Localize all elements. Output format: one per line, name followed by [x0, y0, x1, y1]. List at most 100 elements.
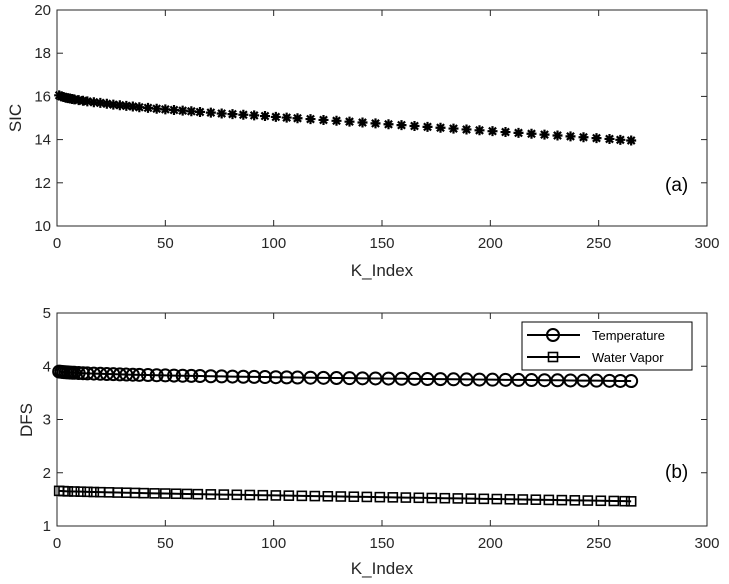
data-point-circle [71, 366, 86, 381]
data-point-asterisk [195, 106, 205, 117]
data-point-circle [498, 372, 513, 387]
y-tick-label: 14 [34, 132, 51, 149]
y-tick-label: 16 [34, 88, 51, 105]
x-tick-label: 250 [586, 535, 611, 552]
data-point-circle [67, 365, 82, 380]
data-point-circle [446, 372, 461, 387]
x-tick-label: 50 [157, 235, 174, 252]
x-axis-label-a: K_Index [351, 261, 414, 280]
data-point-square [387, 492, 399, 503]
data-point-asterisk [526, 128, 537, 139]
data-point-circle [407, 371, 422, 386]
data-point-square [530, 494, 542, 505]
data-point-circle [624, 374, 639, 389]
data-point-asterisk [422, 121, 433, 132]
data-point-square [335, 491, 347, 502]
data-point-asterisk [169, 105, 179, 116]
data-point-circle [433, 372, 448, 387]
legend-square-marker-icon [547, 351, 559, 363]
data-point-asterisk [487, 126, 498, 137]
data-point-asterisk [370, 118, 381, 129]
data-point-circle [149, 368, 164, 383]
data-point-asterisk [318, 114, 329, 125]
data-point-circle [236, 369, 251, 384]
data-point-asterisk [101, 98, 112, 109]
data-point-circle [316, 370, 331, 385]
data-point-circle [158, 368, 173, 383]
data-point-square [543, 494, 555, 506]
y-tick-label: 18 [34, 45, 51, 62]
data-point-square [361, 491, 373, 503]
data-point-asterisk [143, 102, 153, 113]
data-point-square [400, 492, 412, 503]
data-point-asterisk [127, 101, 138, 112]
data-point-circle [459, 372, 474, 387]
data-point-square [625, 496, 637, 507]
data-point-asterisk [591, 133, 602, 144]
data-point-circle [203, 369, 218, 384]
data-point-asterisk [539, 129, 550, 140]
y-tick-label: 20 [34, 2, 51, 19]
y-tick-label: 4 [43, 358, 51, 375]
data-point-square [439, 492, 451, 504]
data-point-square [374, 491, 386, 503]
data-point-asterisk [114, 100, 125, 111]
data-point-asterisk [615, 134, 626, 145]
data-point-square [322, 490, 334, 502]
data-point-circle [99, 367, 114, 382]
data-point-asterisk [134, 102, 145, 113]
x-axis-label-b: K_Index [351, 559, 414, 578]
data-point-square [619, 495, 630, 507]
y-tick-label: 1 [43, 518, 51, 535]
data-point-circle [76, 366, 90, 381]
legend-circle-marker-icon [546, 328, 560, 342]
y-tick-label: 10 [34, 218, 51, 235]
data-point-circle [214, 369, 229, 384]
data-point-square [283, 490, 295, 501]
data-point-circle [184, 368, 199, 383]
data-point-square [62, 486, 74, 497]
data-point-asterisk [151, 103, 162, 114]
data-point-circle [381, 371, 396, 386]
panel-label-b: (b) [665, 462, 688, 483]
data-point-circle [537, 373, 552, 388]
data-point-circle [132, 367, 147, 382]
data-point-square [160, 488, 171, 499]
x-tick-label: 100 [261, 535, 286, 552]
data-point-circle [279, 370, 294, 385]
data-point-asterisk [186, 106, 197, 117]
data-point-circle [125, 367, 140, 382]
data-point-asterisk [238, 109, 249, 120]
data-point-circle [576, 373, 591, 388]
data-point-circle [86, 366, 101, 381]
data-point-asterisk [108, 99, 119, 110]
data-point-asterisk [626, 135, 637, 146]
data-point-circle [524, 373, 539, 388]
x-tick-label: 300 [694, 535, 719, 552]
data-point-asterisk [95, 97, 106, 108]
data-point-asterisk [435, 122, 446, 133]
chart-panel-b: 0 50 100 150 200 250 300 1 2 3 4 5 K_Index DFS (b)… [17, 305, 720, 578]
data-point-circle [141, 368, 155, 383]
data-point-asterisk [500, 127, 511, 138]
data-point-square [465, 493, 477, 504]
y-tick-label: 12 [34, 175, 51, 192]
data-point-circle [368, 371, 383, 386]
series-sic [54, 90, 637, 146]
data-point-circle [563, 373, 578, 388]
data-point-square [69, 486, 80, 497]
data-point-circle [119, 367, 134, 382]
data-point-asterisk [82, 96, 93, 107]
axes-box-a [56, 9, 708, 227]
x-tick-label: 50 [157, 535, 174, 552]
x-tick-label: 150 [369, 535, 394, 552]
data-point-circle [225, 369, 240, 384]
data-point-square [138, 487, 149, 499]
data-point-asterisk [409, 120, 420, 131]
data-point-square [75, 486, 87, 497]
data-point-circle [602, 373, 617, 388]
legend-label-water-vapor: Water Vapor [592, 350, 664, 365]
data-point-asterisk [331, 115, 342, 126]
